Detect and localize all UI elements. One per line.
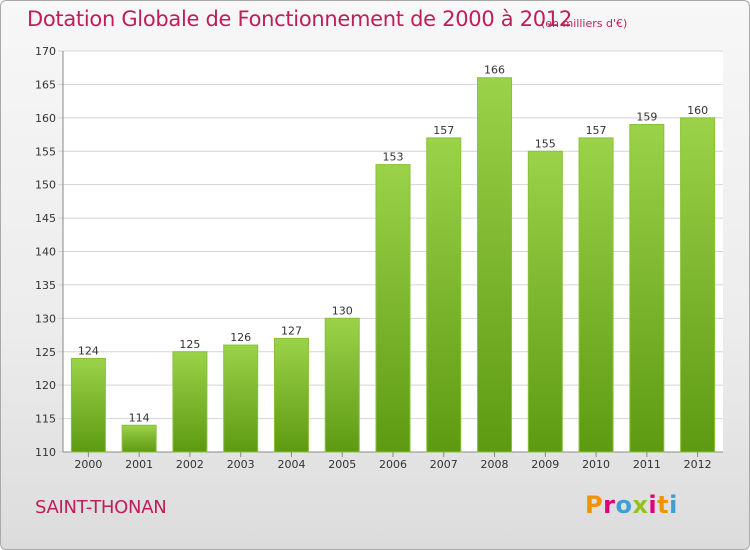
x-tick-label: 2002 — [176, 458, 204, 471]
x-tick-label: 2012 — [684, 458, 712, 471]
bar-value-label: 127 — [281, 324, 302, 337]
y-tick-label: 120 — [35, 379, 56, 392]
bar — [121, 424, 157, 453]
x-tick-label: 2000 — [74, 458, 102, 471]
y-tick-label: 150 — [35, 179, 56, 192]
logo-letter: i — [648, 491, 658, 519]
bar — [324, 317, 360, 453]
y-tick-label: 145 — [35, 212, 56, 225]
y-tick-label: 130 — [35, 312, 56, 325]
x-tick-label: 2001 — [125, 458, 153, 471]
logo-letter: i — [669, 491, 678, 519]
logo-letter: r — [603, 491, 616, 519]
bar — [70, 357, 106, 453]
bar — [375, 164, 411, 453]
y-tick-label: 155 — [35, 145, 56, 158]
x-tick-label: 2004 — [277, 458, 305, 471]
bar-value-label: 157 — [586, 124, 607, 137]
logo-letter: o — [615, 491, 633, 519]
bar — [578, 137, 614, 453]
y-tick-label: 135 — [35, 279, 56, 292]
y-tick-label: 160 — [35, 112, 56, 125]
y-tick-label: 110 — [35, 446, 56, 459]
proxiti-logo: Proxiti — [585, 491, 678, 519]
x-tick-label: 2006 — [379, 458, 407, 471]
y-tick-label: 170 — [35, 45, 56, 58]
logo-letter: x — [632, 491, 649, 519]
bar-value-label: 155 — [535, 137, 556, 150]
bar — [527, 150, 563, 453]
y-tick-label: 165 — [35, 78, 56, 91]
bar — [273, 337, 309, 453]
y-tick-label: 115 — [35, 413, 56, 426]
logo-letter: t — [657, 491, 670, 519]
chart-title: Dotation Globale de Fonctionnement de 20… — [27, 7, 572, 31]
x-tick-label: 2005 — [328, 458, 356, 471]
bar-value-label: 126 — [230, 331, 251, 344]
bar-value-label: 166 — [484, 64, 505, 77]
x-tick-label: 2009 — [531, 458, 559, 471]
x-tick-label: 2003 — [227, 458, 255, 471]
commune-name: SAINT-THONAN — [35, 497, 167, 518]
bar — [172, 351, 208, 453]
bar-value-label: 125 — [179, 338, 200, 351]
bar-value-label: 157 — [433, 124, 454, 137]
chart-unit-note: (en milliers d'€) — [541, 17, 628, 30]
bar — [629, 124, 665, 453]
bar — [426, 137, 462, 453]
x-tick-label: 2008 — [481, 458, 509, 471]
bar-value-label: 124 — [78, 344, 99, 357]
bar-value-label: 153 — [383, 151, 404, 164]
bar — [680, 117, 716, 453]
bar-value-label: 160 — [687, 104, 708, 117]
bar-value-label: 159 — [636, 111, 657, 124]
bar-value-label: 114 — [129, 411, 150, 424]
y-tick-label: 125 — [35, 346, 56, 359]
x-tick-label: 2011 — [633, 458, 661, 471]
logo-letter: P — [585, 491, 604, 519]
bar-value-label: 130 — [332, 304, 353, 317]
bar — [223, 344, 259, 453]
bar — [477, 77, 513, 453]
x-tick-label: 2007 — [430, 458, 458, 471]
x-tick-label: 2010 — [582, 458, 610, 471]
y-tick-label: 140 — [35, 246, 56, 259]
